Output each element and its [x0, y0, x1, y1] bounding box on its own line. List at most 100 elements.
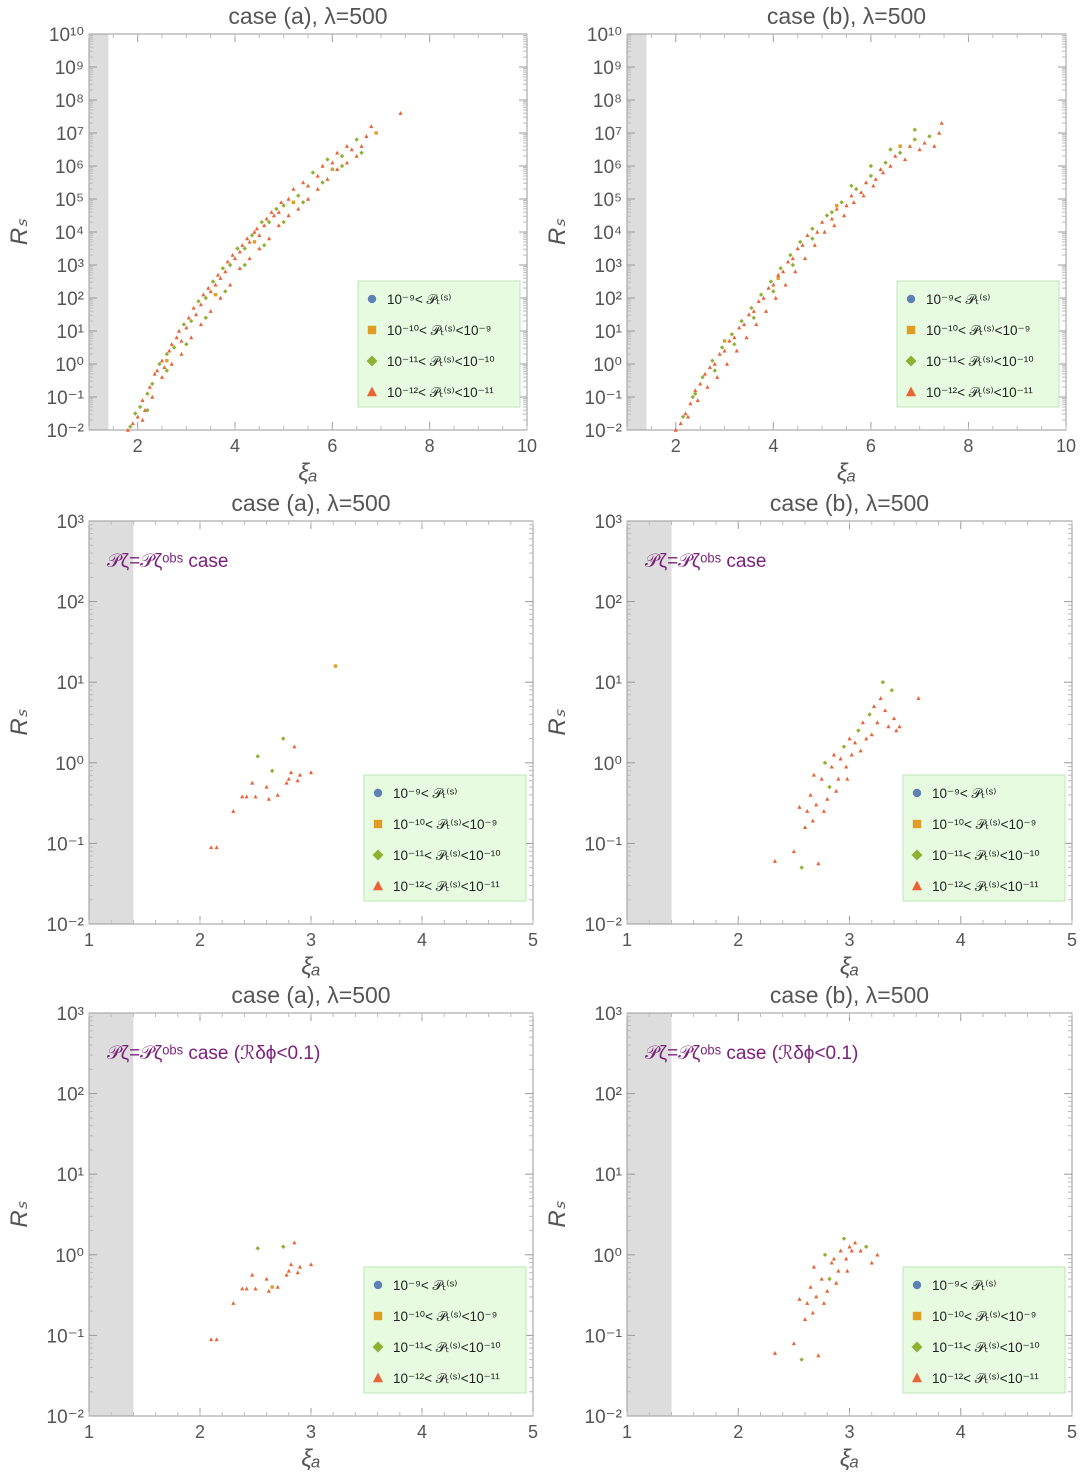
data-point	[816, 861, 821, 866]
data-point	[863, 1244, 869, 1249]
x-tick-label: 5	[1067, 1422, 1077, 1442]
data-point	[880, 679, 886, 685]
data-point	[868, 163, 874, 169]
data-point	[152, 371, 157, 376]
legend-item-label: 10⁻¹²< 𝒫ₜ⁽ˢ⁾<10⁻¹¹	[932, 879, 1039, 894]
data-point	[829, 209, 835, 215]
legend-item-label: 10⁻¹⁰< 𝒫ₜ⁽ˢ⁾<10⁻⁹	[393, 1309, 497, 1324]
data-point	[291, 200, 296, 204]
y-tick-label: 10²	[595, 289, 622, 310]
data-point	[231, 1300, 236, 1305]
data-point	[255, 1246, 260, 1251]
data-point	[871, 183, 876, 188]
legend-marker	[367, 294, 377, 304]
data-point	[822, 229, 827, 234]
data-point	[150, 394, 155, 399]
data-point	[223, 289, 228, 294]
data-point	[825, 1288, 830, 1293]
data-point	[898, 144, 902, 148]
data-point	[188, 318, 194, 324]
data-point	[171, 345, 177, 350]
x-tick-label: 6	[327, 436, 337, 456]
data-point	[776, 272, 781, 277]
data-point	[693, 388, 698, 393]
data-point	[164, 351, 170, 357]
y-tick-label: 10³	[57, 1004, 84, 1025]
x-tick-label: 5	[528, 930, 538, 950]
x-tick-label: 4	[417, 1422, 427, 1442]
x-tick-label: 4	[417, 930, 427, 950]
annotation-label: 𝒫ζ=𝒫ζᵒᵇˢ case	[107, 551, 228, 572]
data-point	[673, 427, 678, 432]
data-point	[707, 365, 712, 369]
data-point	[374, 131, 378, 135]
data-point	[213, 282, 218, 287]
data-point	[333, 664, 338, 668]
data-point	[275, 1284, 280, 1289]
y-tick-label: 10¹⁰	[49, 25, 84, 46]
x-tick-label: 3	[306, 1422, 316, 1442]
data-point	[225, 259, 230, 264]
data-point	[330, 160, 335, 165]
data-point	[253, 794, 258, 799]
data-point	[276, 209, 281, 214]
data-point	[203, 295, 209, 301]
y-tick-label: 10⁷	[594, 124, 622, 145]
data-point	[292, 1240, 297, 1245]
data-point	[247, 239, 252, 244]
x-axis-label: ξₐ	[298, 459, 317, 486]
data-point	[354, 153, 359, 158]
data-point	[820, 219, 825, 224]
data-point	[250, 1272, 255, 1277]
data-point	[286, 776, 291, 781]
data-point	[893, 153, 898, 158]
data-point	[712, 361, 717, 366]
x-tick-label: 1	[622, 1422, 632, 1442]
data-point	[927, 134, 932, 139]
chart-middle-left: case (a), λ=500 1 2 3 4 5 10⁻² 10⁻¹ 10⁰ 10¹ 10² 10³…	[6, 490, 538, 980]
data-point	[227, 262, 233, 268]
x-tick-label: 2	[195, 930, 205, 950]
legend: 10⁻⁹< 𝒫ₜ⁽ˢ⁾ 10⁻¹⁰< 𝒫ₜ⁽ˢ⁾<10⁻⁹ 10⁻¹¹< 𝒫ₜ⁽ˢ⁾…	[902, 1266, 1066, 1394]
legend-marker	[906, 325, 916, 335]
x-axis-label: ξₐ	[840, 1445, 859, 1472]
data-point	[680, 414, 686, 420]
legend-marker	[912, 788, 922, 798]
x-tick-label: 1	[84, 930, 94, 950]
x-tick-label: 5	[528, 1422, 538, 1442]
data-point	[785, 259, 791, 264]
data-point	[266, 796, 271, 801]
y-tick-label: 10⁰	[593, 754, 622, 775]
legend-item-label: 10⁻⁹< 𝒫ₜ⁽ˢ⁾	[932, 1278, 997, 1293]
legend-marker	[372, 849, 384, 861]
data-point	[164, 368, 170, 373]
x-tick-label: 2	[733, 930, 743, 950]
data-point	[198, 302, 203, 307]
data-point	[688, 401, 693, 406]
y-tick-label: 10²	[595, 1085, 622, 1106]
data-point	[266, 1288, 271, 1293]
data-point	[169, 361, 174, 366]
data-point	[810, 236, 815, 241]
data-point	[398, 110, 403, 115]
y-tick-label: 10⁹	[593, 58, 622, 79]
legend-item-label: 10⁻¹¹< 𝒫ₜ⁽ˢ⁾<10⁻¹⁰	[393, 848, 501, 863]
legend-box	[363, 1266, 527, 1394]
data-point	[724, 361, 730, 366]
y-tick-label: 10⁻²	[585, 915, 623, 936]
data-point	[831, 1256, 836, 1261]
data-point	[829, 764, 834, 769]
legend-item-label: 10⁻⁹< 𝒫ₜ⁽ˢ⁾	[393, 1278, 458, 1293]
x-axis-label: ξₐ	[837, 459, 856, 486]
data-point	[861, 193, 866, 198]
data-points	[673, 120, 944, 432]
data-point	[232, 256, 238, 261]
legend-item-label: 10⁻⁹< 𝒫ₜ⁽ˢ⁾	[393, 786, 458, 801]
legend: 10⁻⁹< 𝒫ₜ⁽ˢ⁾ 10⁻¹⁰< 𝒫ₜ⁽ˢ⁾<10⁻⁹ 10⁻¹¹< 𝒫ₜ⁽ˢ⁾…	[363, 774, 527, 902]
data-point	[259, 219, 264, 225]
data-point	[912, 127, 917, 132]
legend-item-label: 10⁻¹²< 𝒫ₜ⁽ˢ⁾<10⁻¹¹	[387, 385, 494, 400]
data-point	[140, 398, 145, 402]
y-tick-label: 10⁻²	[47, 421, 85, 442]
data-point	[810, 1310, 815, 1315]
